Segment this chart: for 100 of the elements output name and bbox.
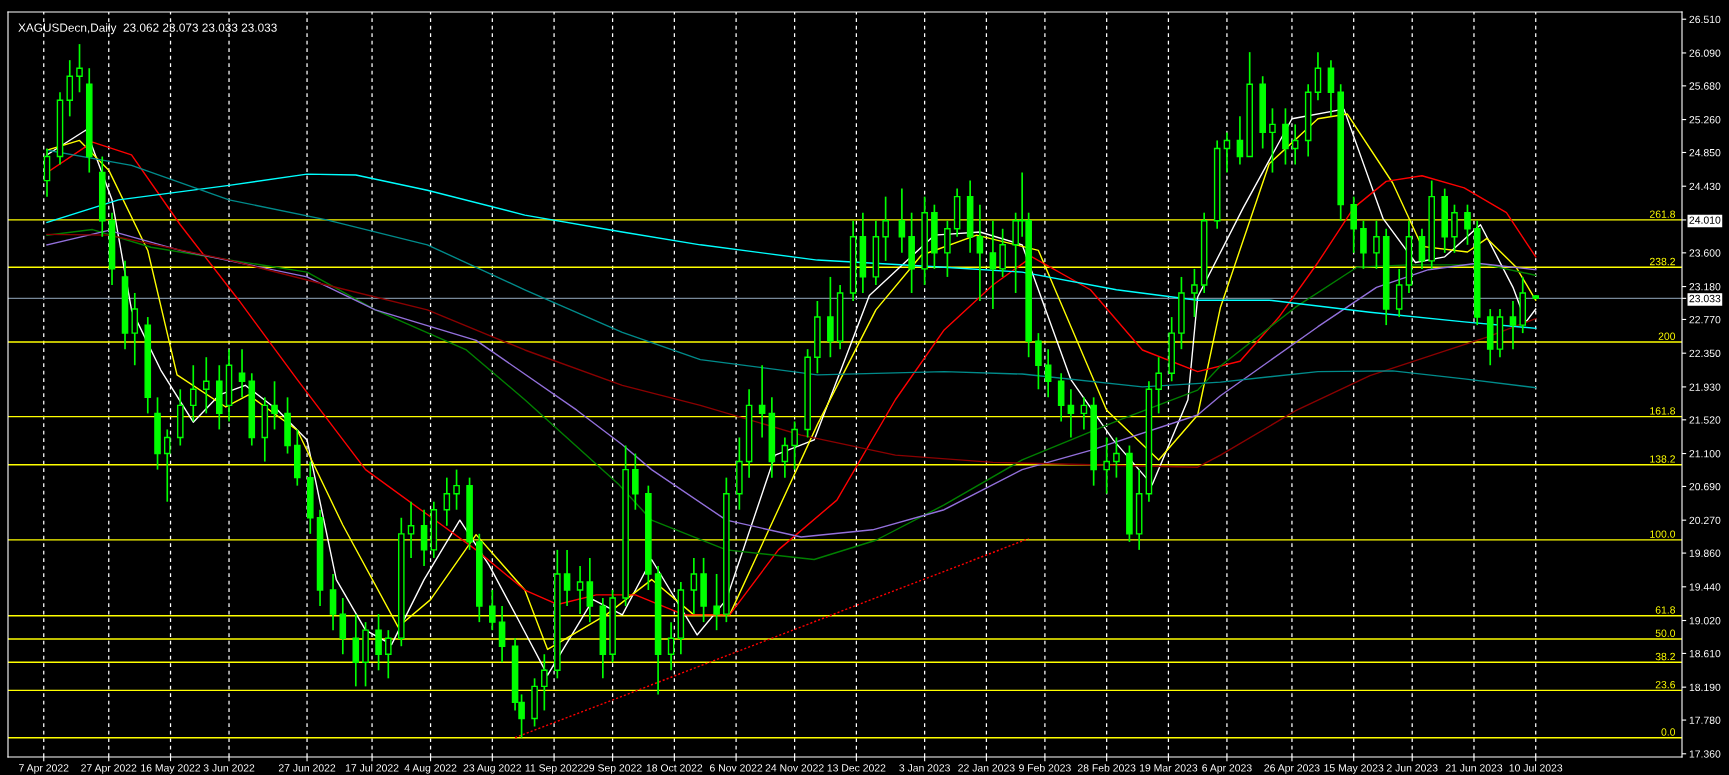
x-tick-label: 6 Nov 2022 <box>710 764 763 772</box>
candlestick <box>1155 356 1162 415</box>
candlestick <box>1113 436 1120 479</box>
y-tick-label: 20.690 <box>1689 482 1721 491</box>
y-tick-label: 20.270 <box>1689 516 1721 525</box>
y-tick-label: 22.350 <box>1689 349 1721 358</box>
x-tick-label: 19 Mar 2023 <box>1139 764 1198 772</box>
candlestick <box>453 468 460 511</box>
x-tick-label: 29 Sep 2022 <box>583 764 642 774</box>
text: XAGUSDecn,Daily 23.062 23.073 23.033 23.033 <box>18 23 277 35</box>
y-tick-label: 17.780 <box>1689 716 1721 724</box>
x-tick-label: 3 Jun 2022 <box>203 764 255 772</box>
candlestick <box>1373 219 1380 270</box>
x-tick-label: 21 Jun 2023 <box>1445 764 1503 772</box>
candlestick <box>1291 123 1299 166</box>
x-tick-label: 26 Apr 2023 <box>1264 764 1320 774</box>
candlestick <box>1191 268 1198 318</box>
x-tick-label: 22 Jan 2023 <box>958 764 1015 772</box>
x-tick-label: 10 Jul 2023 <box>1509 763 1563 772</box>
y-tick-label: 26.510 <box>1689 15 1721 24</box>
candlestick <box>76 43 83 94</box>
x-tick-label: 15 May 2023 <box>1324 764 1384 774</box>
candlestick <box>1080 396 1088 431</box>
x-tick-label: 9 Feb 2023 <box>1019 763 1071 772</box>
line-series <box>46 173 1537 329</box>
candlestick <box>1236 115 1244 166</box>
x-tick-label: 13 Dec 2022 <box>827 764 886 772</box>
candlestick <box>1223 131 1231 174</box>
y-tick-label: 21.100 <box>1689 450 1721 458</box>
y-tick-label: 21.520 <box>1689 416 1721 424</box>
y-tick-label: 22.770 <box>1689 315 1721 324</box>
candlestick <box>882 195 889 262</box>
x-tick-label: 11 Sep 2022 <box>525 764 583 774</box>
y-tick-label: 24.850 <box>1689 148 1721 157</box>
candlestick <box>1464 203 1471 246</box>
candlestick <box>1269 107 1276 174</box>
y-tick-label: 18.610 <box>1689 649 1721 658</box>
candlestick <box>163 428 171 503</box>
y-tick-label: 25.260 <box>1689 116 1721 124</box>
y-tick-label: 24.010 <box>1689 216 1721 224</box>
candlestick <box>1044 348 1052 399</box>
y-tick-label: 26.090 <box>1689 49 1721 57</box>
y-tick-label: 23.033 <box>1689 294 1721 303</box>
line-series <box>46 233 1537 468</box>
annotation: 261.8 <box>1649 210 1676 218</box>
annotation: 23.6 <box>1655 680 1676 689</box>
x-tick-label: 3 Jan 2023 <box>899 764 950 772</box>
annotation: 61.8 <box>1655 606 1676 614</box>
y-tick-label: 25.680 <box>1689 82 1721 90</box>
x-tick-label: 28 Feb 2023 <box>1077 763 1136 772</box>
candlestick <box>791 420 798 471</box>
y-tick-label: 17.360 <box>1689 750 1721 758</box>
x-tick-label: 6 Apr 2023 <box>1202 764 1252 774</box>
x-tick-label: 23 Aug 2022 <box>463 764 522 774</box>
candlestick <box>898 187 906 254</box>
candlestick <box>758 364 766 439</box>
x-tick-label: 16 May 2022 <box>141 764 201 774</box>
candlestick <box>271 380 278 431</box>
annotation: 50.0 <box>1655 629 1676 637</box>
y-tick-label: 23.180 <box>1689 283 1721 291</box>
y-tick-label: 18.190 <box>1689 683 1721 692</box>
y-tick-label: 21.930 <box>1689 383 1721 391</box>
candlestick <box>1067 388 1075 439</box>
x-tick-label: 2 Jun 2023 <box>1386 764 1438 772</box>
candlestick <box>189 364 197 423</box>
y-tick-label: 19.020 <box>1689 617 1721 625</box>
candlestick <box>576 565 584 615</box>
y-tick-label: 23.600 <box>1689 249 1721 257</box>
annotation: 100.0 <box>1650 530 1676 538</box>
x-tick-label: 17 Jul 2022 <box>345 763 399 772</box>
candlestick <box>443 476 451 527</box>
x-tick-label: 27 Apr 2022 <box>81 764 137 774</box>
x-tick-label: 4 Aug 2022 <box>404 764 457 774</box>
x-tick-label: 24 Nov 2022 <box>765 764 824 772</box>
x-tick-label: 7 Apr 2022 <box>19 764 69 774</box>
candlestick <box>202 356 210 415</box>
candlestick <box>713 573 720 631</box>
candlestick <box>238 348 246 399</box>
annotation: 0.0 <box>1661 728 1676 736</box>
candlestick <box>489 589 496 631</box>
annotation: 238.2 <box>1649 257 1675 266</box>
y-tick-label: 19.440 <box>1689 583 1721 591</box>
candlestick <box>976 203 984 302</box>
annotation: 38.2 <box>1655 652 1675 661</box>
candlestick <box>407 500 415 559</box>
x-tick-label: 18 Oct 2022 <box>646 764 703 772</box>
candlestick <box>667 621 675 672</box>
candlestick <box>563 549 571 607</box>
x-tick-label: 27 Jun 2022 <box>278 764 336 772</box>
candlestick <box>541 653 548 712</box>
annotation: 161.8 <box>1650 407 1676 415</box>
candlestick <box>989 219 997 310</box>
line-series <box>46 149 1537 389</box>
annotation: 200 <box>1658 332 1676 340</box>
y-tick-label: 19.860 <box>1689 549 1721 557</box>
annotation: 138.2 <box>1650 455 1675 463</box>
candlestick <box>1103 436 1110 495</box>
candlestick <box>1509 300 1517 351</box>
y-tick-label: 24.430 <box>1689 182 1721 191</box>
candlestick <box>690 557 698 615</box>
